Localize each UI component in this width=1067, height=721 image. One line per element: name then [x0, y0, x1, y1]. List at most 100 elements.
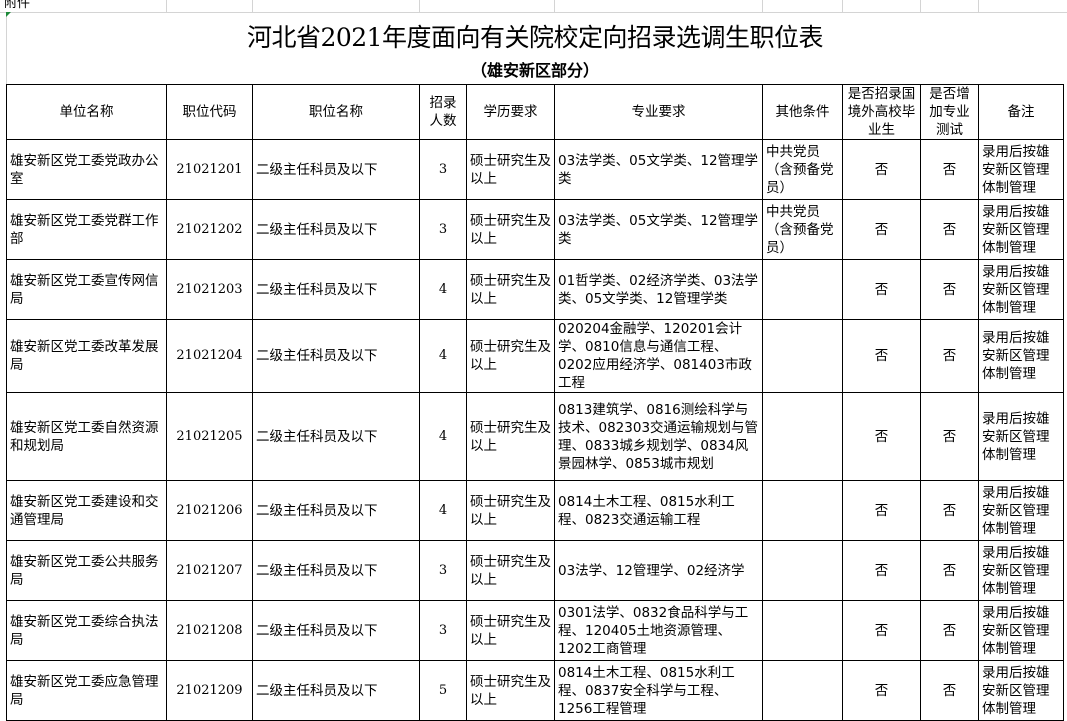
cell-overseas-graduates[interactable]: 否 [842, 600, 921, 661]
cell-professional-test[interactable]: 否 [920, 319, 979, 393]
cell-remarks[interactable]: 录用后按雄安新区管理体制管理 [978, 540, 1064, 601]
cell-unit-name[interactable]: 雄安新区党工委改革发展局 [6, 319, 167, 393]
cell-position-name[interactable]: 二级主任科员及以下 [252, 319, 420, 393]
cell-education[interactable]: 硕士研究生及以上 [466, 259, 555, 320]
cell-position-code[interactable]: 21021204 [166, 319, 253, 393]
cell-remarks[interactable]: 录用后按雄安新区管理体制管理 [978, 319, 1064, 393]
cell-position-code[interactable]: 21021207 [166, 540, 253, 601]
cell-remarks[interactable]: 录用后按雄安新区管理体制管理 [978, 199, 1064, 260]
cell-professional-test[interactable]: 否 [920, 600, 979, 661]
cell-major[interactable]: 0814土木工程、0815水利工程、0823交通运输工程 [554, 480, 763, 541]
cell-other-conditions[interactable] [762, 259, 843, 320]
cell-overseas-graduates[interactable]: 否 [842, 540, 921, 601]
cell-education[interactable]: 硕士研究生及以上 [466, 480, 555, 541]
header-overseas-graduates[interactable]: 是否招录国境外高校毕业生 [842, 84, 921, 140]
cell-major[interactable]: 020204金融学、120201会计学、0810信息与通信工程、0202应用经济… [554, 319, 763, 393]
cell-unit-name[interactable]: 雄安新区党工委宣传网信局 [6, 259, 167, 320]
header-major[interactable]: 专业要求 [554, 84, 763, 140]
cell-professional-test[interactable]: 否 [920, 199, 979, 260]
cell-major[interactable]: 03法学类、05文学类、12管理学类 [554, 199, 763, 260]
cell-headcount[interactable]: 4 [419, 392, 467, 481]
cell-education[interactable]: 硕士研究生及以上 [466, 660, 555, 721]
cell-position-name[interactable]: 二级主任科员及以下 [252, 139, 420, 200]
cell-unit-name[interactable]: 雄安新区党工委自然资源和规划局 [6, 392, 167, 481]
cell-unit-name[interactable]: 雄安新区党工委公共服务局 [6, 540, 167, 601]
cell-overseas-graduates[interactable]: 否 [842, 199, 921, 260]
cell-position-name[interactable]: 二级主任科员及以下 [252, 480, 420, 541]
cell-position-name[interactable]: 二级主任科员及以下 [252, 392, 420, 481]
cell-overseas-graduates[interactable]: 否 [842, 319, 921, 393]
cell-major[interactable]: 0813建筑学、0816测绘科学与技术、082303交通运输规划与管理、0833… [554, 392, 763, 481]
cell-position-code[interactable]: 21021209 [166, 660, 253, 721]
cell-overseas-graduates[interactable]: 否 [842, 660, 921, 721]
cell-other-conditions[interactable] [762, 480, 843, 541]
cell-other-conditions[interactable]: 中共党员（含预备党员） [762, 139, 843, 200]
title-cell[interactable]: 河北省2021年度面向有关院校定向招录选调生职位表 （雄安新区部分） [6, 12, 1063, 84]
cell-professional-test[interactable]: 否 [920, 480, 979, 541]
cell-major[interactable]: 03法学、12管理学、02经济学 [554, 540, 763, 601]
cell-unit-name[interactable]: 雄安新区党工委综合执法局 [6, 600, 167, 661]
cell-other-conditions[interactable] [762, 540, 843, 601]
cell-position-name[interactable]: 二级主任科员及以下 [252, 600, 420, 661]
header-other-conditions[interactable]: 其他条件 [762, 84, 843, 140]
header-unit-name[interactable]: 单位名称 [6, 84, 167, 140]
cell-education[interactable]: 硕士研究生及以上 [466, 199, 555, 260]
cell-position-name[interactable]: 二级主任科员及以下 [252, 259, 420, 320]
cell-other-conditions[interactable]: 中共党员（含预备党员） [762, 199, 843, 260]
header-education[interactable]: 学历要求 [466, 84, 555, 140]
cell-remarks[interactable]: 录用后按雄安新区管理体制管理 [978, 600, 1064, 661]
cell-remarks[interactable]: 录用后按雄安新区管理体制管理 [978, 660, 1064, 721]
cell-position-name[interactable]: 二级主任科员及以下 [252, 199, 420, 260]
cell-professional-test[interactable]: 否 [920, 660, 979, 721]
cell-education[interactable]: 硕士研究生及以上 [466, 319, 555, 393]
cell-education[interactable]: 硕士研究生及以上 [466, 540, 555, 601]
cell-other-conditions[interactable] [762, 392, 843, 481]
cell-professional-test[interactable]: 否 [920, 139, 979, 200]
cell-position-code[interactable]: 21021201 [166, 139, 253, 200]
cell-overseas-graduates[interactable]: 否 [842, 392, 921, 481]
cell-unit-name[interactable]: 雄安新区党工委党政办公室 [6, 139, 167, 200]
header-position-name[interactable]: 职位名称 [252, 84, 420, 140]
cell-overseas-graduates[interactable]: 否 [842, 480, 921, 541]
cell-overseas-graduates[interactable]: 否 [842, 259, 921, 320]
cell-education[interactable]: 硕士研究生及以上 [466, 392, 555, 481]
cell-remarks[interactable]: 录用后按雄安新区管理体制管理 [978, 392, 1064, 481]
cell-remarks[interactable]: 录用后按雄安新区管理体制管理 [978, 139, 1064, 200]
cell-position-name[interactable]: 二级主任科员及以下 [252, 540, 420, 601]
header-headcount[interactable]: 招录人数 [419, 84, 467, 140]
header-professional-test[interactable]: 是否增加专业测试 [920, 84, 979, 140]
cell-headcount[interactable]: 3 [419, 600, 467, 661]
cell-remarks[interactable]: 录用后按雄安新区管理体制管理 [978, 480, 1064, 541]
cell-unit-name[interactable]: 雄安新区党工委党群工作部 [6, 199, 167, 260]
cell-headcount[interactable]: 3 [419, 139, 467, 200]
cell-headcount[interactable]: 4 [419, 480, 467, 541]
cell-education[interactable]: 硕士研究生及以上 [466, 139, 555, 200]
cell-other-conditions[interactable] [762, 660, 843, 721]
cell-major[interactable]: 0301法学、0832食品科学与工程、120405土地资源管理、1202工商管理 [554, 600, 763, 661]
cell-professional-test[interactable]: 否 [920, 540, 979, 601]
cell-headcount[interactable]: 4 [419, 319, 467, 393]
cell-other-conditions[interactable] [762, 600, 843, 661]
cell-headcount[interactable]: 3 [419, 540, 467, 601]
cell-major[interactable]: 01哲学类、02经济学类、03法学类、05文学类、12管理学类 [554, 259, 763, 320]
cell-unit-name[interactable]: 雄安新区党工委应急管理局 [6, 660, 167, 721]
cell-position-code[interactable]: 21021208 [166, 600, 253, 661]
cell-position-code[interactable]: 21021202 [166, 199, 253, 260]
cell-professional-test[interactable]: 否 [920, 259, 979, 320]
cell-unit-name[interactable]: 雄安新区党工委建设和交通管理局 [6, 480, 167, 541]
cell-headcount[interactable]: 4 [419, 259, 467, 320]
header-remarks[interactable]: 备注 [978, 84, 1064, 140]
cell-major[interactable]: 03法学类、05文学类、12管理学类 [554, 139, 763, 200]
cell-position-name[interactable]: 二级主任科员及以下 [252, 660, 420, 721]
cell-headcount[interactable]: 5 [419, 660, 467, 721]
cell-position-code[interactable]: 21021203 [166, 259, 253, 320]
cell-overseas-graduates[interactable]: 否 [842, 139, 921, 200]
cell-remarks[interactable]: 录用后按雄安新区管理体制管理 [978, 259, 1064, 320]
cell-education[interactable]: 硕士研究生及以上 [466, 600, 555, 661]
header-position-code[interactable]: 职位代码 [166, 84, 253, 140]
cell-other-conditions[interactable] [762, 319, 843, 393]
cell-position-code[interactable]: 21021206 [166, 480, 253, 541]
cell-professional-test[interactable]: 否 [920, 392, 979, 481]
cell-position-code[interactable]: 21021205 [166, 392, 253, 481]
cell-major[interactable]: 0814土木工程、0815水利工程、0837安全科学与工程、1256工程管理 [554, 660, 763, 721]
